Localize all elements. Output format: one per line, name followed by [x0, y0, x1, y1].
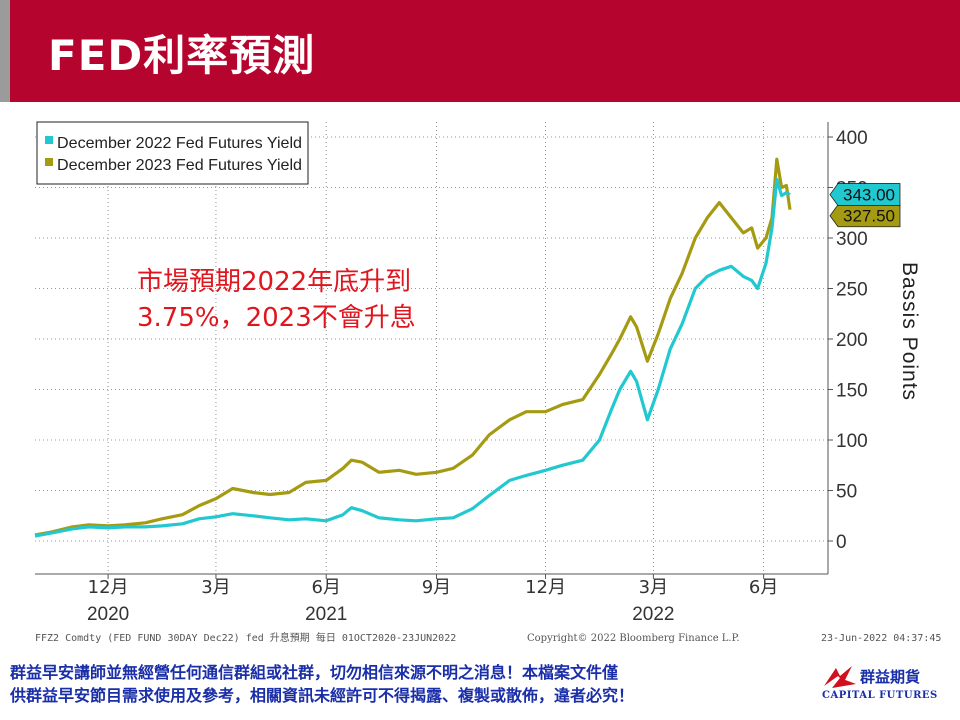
x-tick-label: 3月: [201, 577, 230, 598]
disclaimer-line-2: 供群益早安節目需求使用及參考，相關資訊未經許可不得揭露、複製或散佈，違者必究！: [10, 686, 635, 705]
x-tick-label: 6月: [749, 577, 778, 598]
legend-box: [36, 121, 309, 185]
legend: December 2022 Fed Futures Yield December …: [36, 121, 309, 185]
x-year-label: 2021: [305, 604, 347, 625]
footer: [0, 655, 960, 720]
legend-swatch: [45, 158, 53, 166]
source-middle: Copyright© 2022 Bloomberg Finance L.P.: [527, 633, 740, 644]
disclaimer: 群益早安講師並無經營任何通信群組或社群，切勿相信來源不明之消息！本檔案文件僅 供…: [10, 661, 810, 707]
last-value-tag-shape: [829, 204, 901, 228]
disclaimer-line-1: 群益早安講師並無經營任何通信群組或社群，切勿相信來源不明之消息！本檔案文件僅: [10, 663, 619, 682]
legend-swatch: [45, 136, 53, 144]
last-value-tag-shape: [829, 183, 901, 206]
x-tick-label: 3月: [639, 577, 668, 598]
x-tick-label: 6月: [311, 577, 340, 598]
last-value-tag-dec-2022: 343.00: [829, 183, 901, 206]
y-tick-label: 100: [836, 431, 868, 452]
logo-english: CAPITAL FUTURES: [822, 690, 938, 701]
legend-label: December 2023 Fed Futures Yield: [57, 157, 302, 174]
last-value-tag-label: 327.50: [843, 207, 895, 226]
annotation-line-2: 3.75%，2023不會升息: [137, 303, 416, 333]
x-tick-label: 9月: [422, 577, 451, 598]
x-tick-label: 12月: [525, 577, 566, 598]
capital-futures-logo: 群益期貨 CAPITAL FUTURES: [822, 664, 952, 712]
title-bar: FED利率預測: [0, 0, 960, 102]
series-line-dec-2023: [34, 157, 792, 537]
x-year-label: 2020: [87, 604, 129, 625]
slide-title: FED利率預測: [48, 31, 316, 80]
title-accent-strip: [0, 0, 10, 102]
title-background: [10, 0, 960, 102]
y-tick-label: 150: [836, 381, 868, 402]
source-left: FFZ2 Comdty (FED FUND 30DAY Dec22) fed 升…: [35, 631, 456, 644]
logo-name: 群益期貨: [860, 668, 921, 686]
fed-futures-chart: 05010015020025030035040012月3月6月9月12月3月6月…: [34, 121, 941, 644]
y-tick-label: 200: [836, 330, 868, 351]
y-tick-label: 400: [836, 128, 868, 149]
last-value-tag-dec-2023: 327.50: [829, 204, 901, 228]
series-line-dec-2022: [34, 177, 791, 538]
x-tick-label: 12月: [88, 577, 129, 598]
logo-mark-icon: [824, 666, 856, 688]
y-tick-label: 250: [836, 280, 868, 301]
last-value-tag-label: 343.00: [843, 186, 895, 205]
x-year-label: 2022: [632, 604, 674, 625]
plot-area: [35, 122, 828, 574]
y-tick-label: 0: [836, 532, 847, 553]
source-right: 23-Jun-2022 04:37:45: [821, 633, 941, 644]
legend-label: December 2022 Fed Futures Yield: [57, 135, 302, 152]
annotation-line-1: 市場預期2022年底升到: [137, 267, 411, 297]
y-axis-title: Bassis Points: [898, 262, 921, 401]
y-tick-label: 300: [836, 229, 868, 250]
y-tick-label: 50: [836, 482, 857, 503]
